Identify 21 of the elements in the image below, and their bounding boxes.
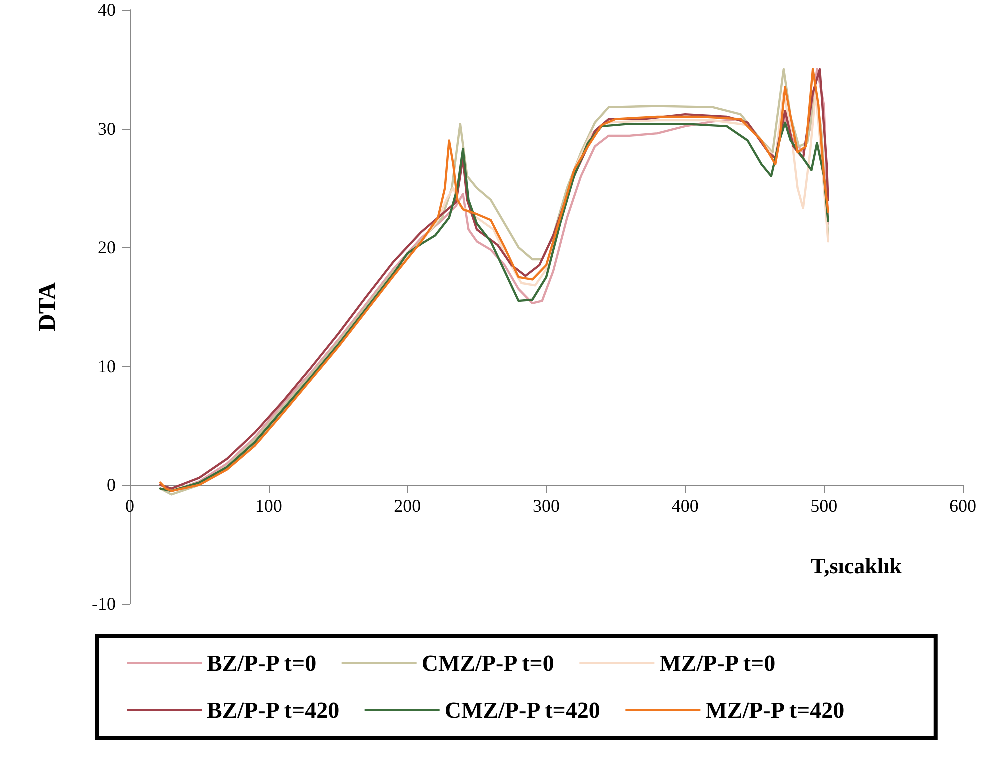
- legend-label: BZ/P-P t=420: [207, 698, 340, 723]
- x-tick-label: 300: [533, 496, 560, 516]
- x-axis-title: T,sıcaklık: [811, 554, 903, 579]
- legend-label: CMZ/P-P t=420: [444, 698, 600, 723]
- y-tick-label: 0: [107, 475, 116, 496]
- y-tick-label: 10: [98, 356, 116, 376]
- y-tick-label: 20: [98, 238, 116, 258]
- legend-label: MZ/P-P t=0: [660, 651, 776, 676]
- x-tick-label: 100: [255, 496, 282, 516]
- y-tick-label: -10: [92, 594, 116, 614]
- x-tick-label: 600: [950, 496, 976, 516]
- legend-label: BZ/P-P t=0: [207, 651, 317, 676]
- x-tick-label: 200: [394, 496, 422, 516]
- x-tick-label: 400: [672, 496, 699, 516]
- y-tick-label: 30: [98, 118, 116, 139]
- x-tick-label: 0: [126, 496, 134, 516]
- y-tick-label: 40: [98, 0, 116, 20]
- legend-label: MZ/P-P t=420: [706, 698, 845, 723]
- x-tick-label: 500: [810, 496, 838, 516]
- y-axis-title: DTA: [35, 282, 61, 332]
- legend-label: CMZ/P-P t=0: [422, 651, 554, 676]
